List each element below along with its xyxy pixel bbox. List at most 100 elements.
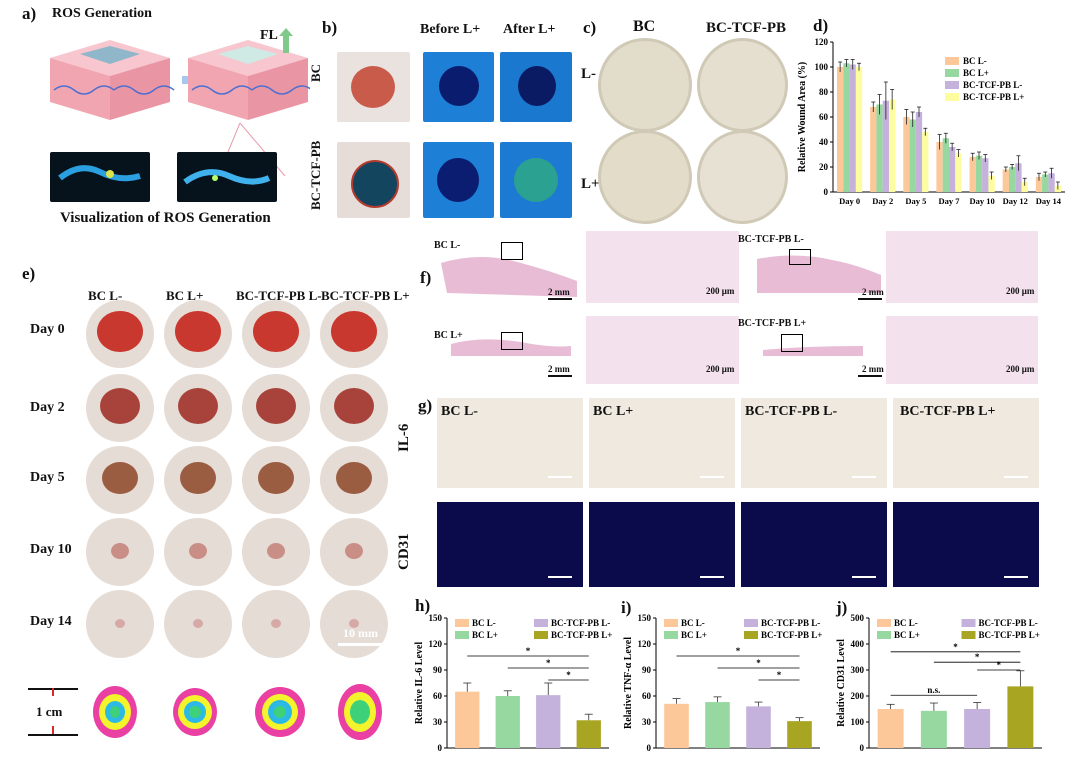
bar [903,117,910,192]
y-tick-label: 40 [819,137,829,147]
wound-photo [242,300,310,368]
y-tick-label: 300 [851,665,865,675]
wound-photo [86,446,154,514]
f-scalebar-4 [858,375,882,377]
wound-photo [320,446,388,514]
e-row-day5: Day 5 [30,470,65,485]
bar [1008,167,1016,192]
y-tick-label: 150 [638,613,652,623]
g-cd31-tcf-lminus [741,502,887,587]
plate-tcf-lplus [697,130,788,224]
f-scale-um-4: 200 μm [1006,364,1035,374]
e-col-3: BC-TCF-PB L- [236,288,322,303]
y-axis-label: Relative IL-6 Level [414,642,425,724]
bar [1021,182,1028,192]
skin-block-right [188,40,310,120]
legend-swatch [877,631,891,639]
bar [787,721,812,748]
g-cd31-scalebar-2 [700,576,724,578]
wound-photo [164,518,232,586]
g-cd31-bc-lminus [437,502,583,587]
sig-label: * [777,670,782,680]
cm-tick-top [52,688,54,696]
bar [1015,163,1022,192]
bar [1048,173,1055,192]
bar [936,142,943,192]
panel-a-caption: Visualization of ROS Generation [60,210,271,226]
legend-label: BC-TCF-PB L+ [963,92,1024,102]
g-il6-tcf-lplus [893,398,1039,488]
g-scalebar-4 [1004,476,1028,478]
e-row-day2: Day 2 [30,400,65,415]
y-axis-label: Relative CD31 Level [836,639,847,727]
skin-block-left [50,40,175,120]
y-axis-label: Relative Wound Area (%) [797,62,808,172]
legend-label: BC-TCF-PB L- [761,618,820,628]
tcf-wound-photo [337,142,410,218]
bar [982,158,989,192]
f-tag-bc-lplus: BC L+ [434,330,463,341]
legend-label: BC-TCF-PB L- [979,618,1038,628]
wound-photo [86,300,154,368]
legend-label: BC-TCF-PB L- [963,80,1022,90]
col-bc: BC [633,18,656,35]
col-before-light: Before L+ [420,22,481,37]
plate-bc-lplus [598,130,692,224]
x-tick-label: Day 7 [938,196,960,206]
panel-d-label: d) [813,16,829,35]
x-tick-label: Day 12 [1003,196,1028,206]
e-scale-label: 10 mm [343,626,378,640]
f-tag-tcf-lplus: BC-TCF-PB L+ [738,318,807,329]
y-tick-label: 20 [819,162,829,172]
panel-e-label: e) [22,264,36,283]
wound-photo [164,590,232,658]
wound-photo [164,374,232,442]
e-col-1: BC L- [88,288,123,303]
legend-label: BC L+ [894,630,920,640]
bar [915,112,923,192]
g-scalebar-3 [852,476,876,478]
e-row-day10: Day 10 [30,542,72,557]
g-il6-bc-lplus [589,398,735,488]
f-scale-2mm-2: 2 mm [862,287,884,297]
bar [843,63,850,192]
cm-bar-bottom [28,734,78,736]
f-tag-bc-lminus: BC L- [434,240,461,251]
y-tick-label: 0 [860,743,865,753]
legend-swatch [534,619,548,627]
f-tag-tcf-lminus: BC-TCF-PB L- [738,234,804,245]
sig-label: n.s. [927,685,940,695]
wound-photo [242,446,310,514]
row-bc-tcf-pb: BC-TCF-PB [308,140,323,210]
wound-photo [86,374,154,442]
g-scalebar-2 [700,476,724,478]
sig-label: * [756,658,761,668]
g-cd31-scalebar-4 [1004,576,1028,578]
legend-swatch [945,93,959,101]
fluorescence-image-after [177,152,277,202]
f-zoom-tcf-lminus [886,231,1038,303]
y-tick-label: 30 [433,717,443,727]
bar [949,147,956,192]
wound-photo [320,374,388,442]
g-cd31-scalebar-3 [852,576,876,578]
e-col-4: BC-TCF-PB L+ [321,288,410,303]
g-col-1: BC L- [441,404,478,419]
bar [964,709,991,748]
f-scale-um-1: 200 μm [706,286,735,296]
bar [855,67,863,192]
x-tick-label: Day 0 [839,196,860,206]
legend-swatch [877,619,891,627]
wound-photo [320,300,388,368]
wound-photo [164,300,232,368]
legend-label: BC L- [894,618,918,628]
legend-swatch [664,631,678,639]
bar [870,107,877,192]
bar [942,138,949,192]
sig-label: * [736,646,741,656]
y-tick-label: 100 [851,717,865,727]
y-tick-label: 100 [815,62,829,72]
y-tick-label: 30 [642,717,652,727]
bar [849,64,856,192]
wound-trace-maps [93,684,382,740]
